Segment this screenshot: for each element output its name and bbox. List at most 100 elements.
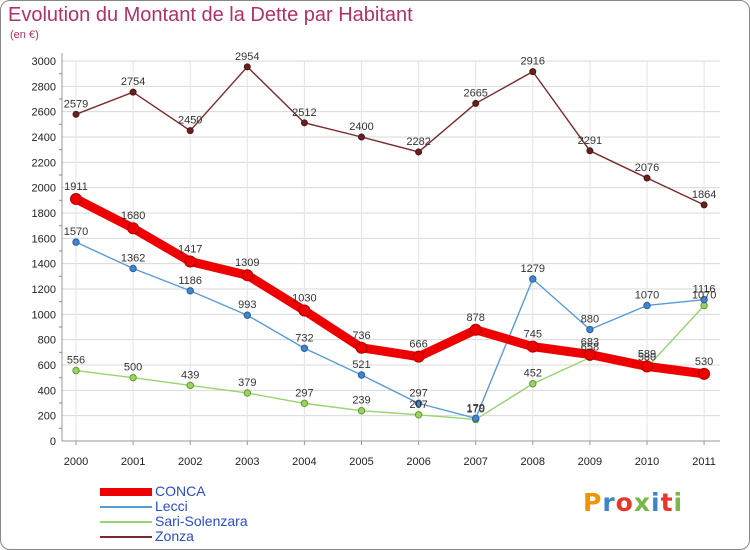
legend-label-zonza: Zonza	[155, 528, 194, 544]
data-label-conca: 530	[695, 356, 713, 368]
data-point-lecci	[700, 295, 708, 304]
data-label-zonza: 2282	[406, 136, 430, 148]
data-point-lecci	[586, 325, 594, 334]
data-point-conca	[641, 360, 653, 373]
data-label-zonza: 2754	[121, 76, 145, 88]
plot-area	[62, 61, 720, 441]
data-point-conca	[583, 348, 596, 361]
x-tick-label: 2002	[178, 456, 202, 468]
data-label-conca: 666	[409, 339, 427, 351]
data-point-conca	[127, 222, 140, 235]
legend-item-conca: CONCA	[100, 483, 360, 500]
legend-label-lecci: Lecci	[155, 498, 188, 514]
legend-swatch-lecci	[100, 506, 152, 508]
data-point-zonza	[643, 174, 651, 182]
series-line-conca	[71, 194, 709, 379]
data-point-sari-solenzara	[414, 411, 423, 419]
data-point-zonza	[129, 88, 137, 96]
y-tick-label: 2000	[32, 183, 56, 195]
y-tick-label: 2600	[32, 107, 56, 119]
y-tick-label: 2400	[32, 132, 56, 144]
data-point-lecci	[643, 301, 651, 310]
data-label-sari-solenzara: 1070	[692, 289, 716, 301]
y-tick-label: 400	[38, 385, 56, 397]
data-point-zonza	[472, 99, 480, 107]
data-label-sari-solenzara: 500	[124, 362, 142, 374]
data-label-conca: 1417	[178, 244, 202, 256]
data-label-sari-solenzara: 207	[409, 399, 427, 411]
data-point-zonza	[700, 201, 708, 209]
data-point-zonza	[186, 127, 194, 135]
data-label-conca: 878	[467, 312, 485, 324]
legend-label-sari-solenzara: Sari-Solenzara	[155, 513, 248, 529]
x-tick-label: 2005	[349, 456, 373, 468]
data-point-sari-solenzara	[186, 381, 194, 390]
x-tick-label: 2001	[121, 456, 145, 468]
data-label-lecci: 880	[581, 314, 599, 326]
x-tick-label: 2004	[292, 456, 316, 468]
y-tick-label: 800	[38, 335, 56, 347]
data-point-lecci	[72, 238, 80, 246]
x-tick-label: 2000	[64, 456, 88, 468]
legend-item-lecci: Lecci	[100, 498, 360, 515]
data-label-conca: 1030	[292, 293, 316, 305]
legend-item-sari-solenzara: Sari-Solenzara	[100, 513, 360, 530]
data-label-lecci: 1570	[64, 226, 88, 238]
logo-letter: x	[633, 488, 651, 517]
data-label-conca: 1680	[121, 210, 145, 222]
data-point-lecci	[300, 344, 309, 352]
legend-swatch-sari-solenzara	[100, 521, 152, 523]
proxiti-logo: Proxiti	[583, 488, 683, 517]
data-point-lecci	[357, 371, 366, 379]
data-point-conca	[355, 341, 368, 354]
data-point-sari-solenzara	[72, 366, 80, 375]
data-point-conca	[241, 269, 254, 282]
series-line-zonza	[75, 66, 705, 206]
data-point-zonza	[586, 147, 594, 155]
data-label-lecci: 521	[352, 359, 370, 371]
logo-letter: P	[583, 488, 603, 517]
data-label-conca: 736	[352, 330, 370, 342]
data-label-conca: 589	[638, 348, 656, 360]
data-point-lecci	[414, 399, 423, 408]
data-label-sari-solenzara: 580	[638, 352, 656, 364]
chart-title: Evolution du Montant de la Dette par Hab…	[8, 4, 413, 26]
data-point-conca	[469, 323, 482, 336]
data-label-lecci: 732	[295, 332, 313, 344]
data-label-lecci: 1070	[635, 289, 659, 301]
data-point-conca	[70, 192, 82, 205]
data-point-sari-solenzara	[357, 407, 366, 415]
data-point-conca	[184, 255, 197, 268]
data-label-zonza: 2512	[292, 107, 316, 119]
data-point-zonza	[358, 133, 365, 141]
x-tick-label: 2006	[406, 456, 430, 468]
data-point-sari-solenzara	[243, 389, 252, 397]
y-tick-label: 2800	[32, 81, 56, 93]
data-point-conca	[526, 340, 539, 353]
data-point-lecci	[129, 264, 137, 273]
data-point-conca	[412, 350, 425, 363]
data-label-sari-solenzara: 439	[181, 369, 199, 381]
x-tick-label: 2003	[235, 456, 259, 468]
data-label-zonza: 2291	[578, 135, 602, 147]
data-label-conca: 1309	[235, 257, 259, 269]
data-label-zonza: 2579	[64, 98, 88, 110]
logo-letter: i	[673, 488, 684, 517]
data-label-lecci: 1186	[178, 275, 202, 287]
data-point-zonza	[529, 68, 537, 76]
data-label-conca: 745	[524, 329, 542, 341]
data-label-sari-solenzara: 170	[467, 403, 485, 415]
legend-label-conca: CONCA	[155, 483, 206, 499]
data-label-zonza: 2400	[349, 121, 373, 133]
data-label-sari-solenzara: 297	[295, 387, 313, 399]
data-label-sari-solenzara: 658	[581, 342, 599, 354]
data-label-lecci: 993	[238, 299, 256, 311]
x-tick-label: 2007	[463, 456, 487, 468]
data-label-zonza: 2954	[235, 51, 259, 63]
data-label-lecci: 179	[467, 402, 485, 414]
x-tick-label: 2009	[578, 456, 602, 468]
y-tick-label: 2200	[32, 157, 56, 169]
data-point-zonza	[243, 63, 251, 71]
y-tick-label: 1400	[32, 259, 56, 271]
